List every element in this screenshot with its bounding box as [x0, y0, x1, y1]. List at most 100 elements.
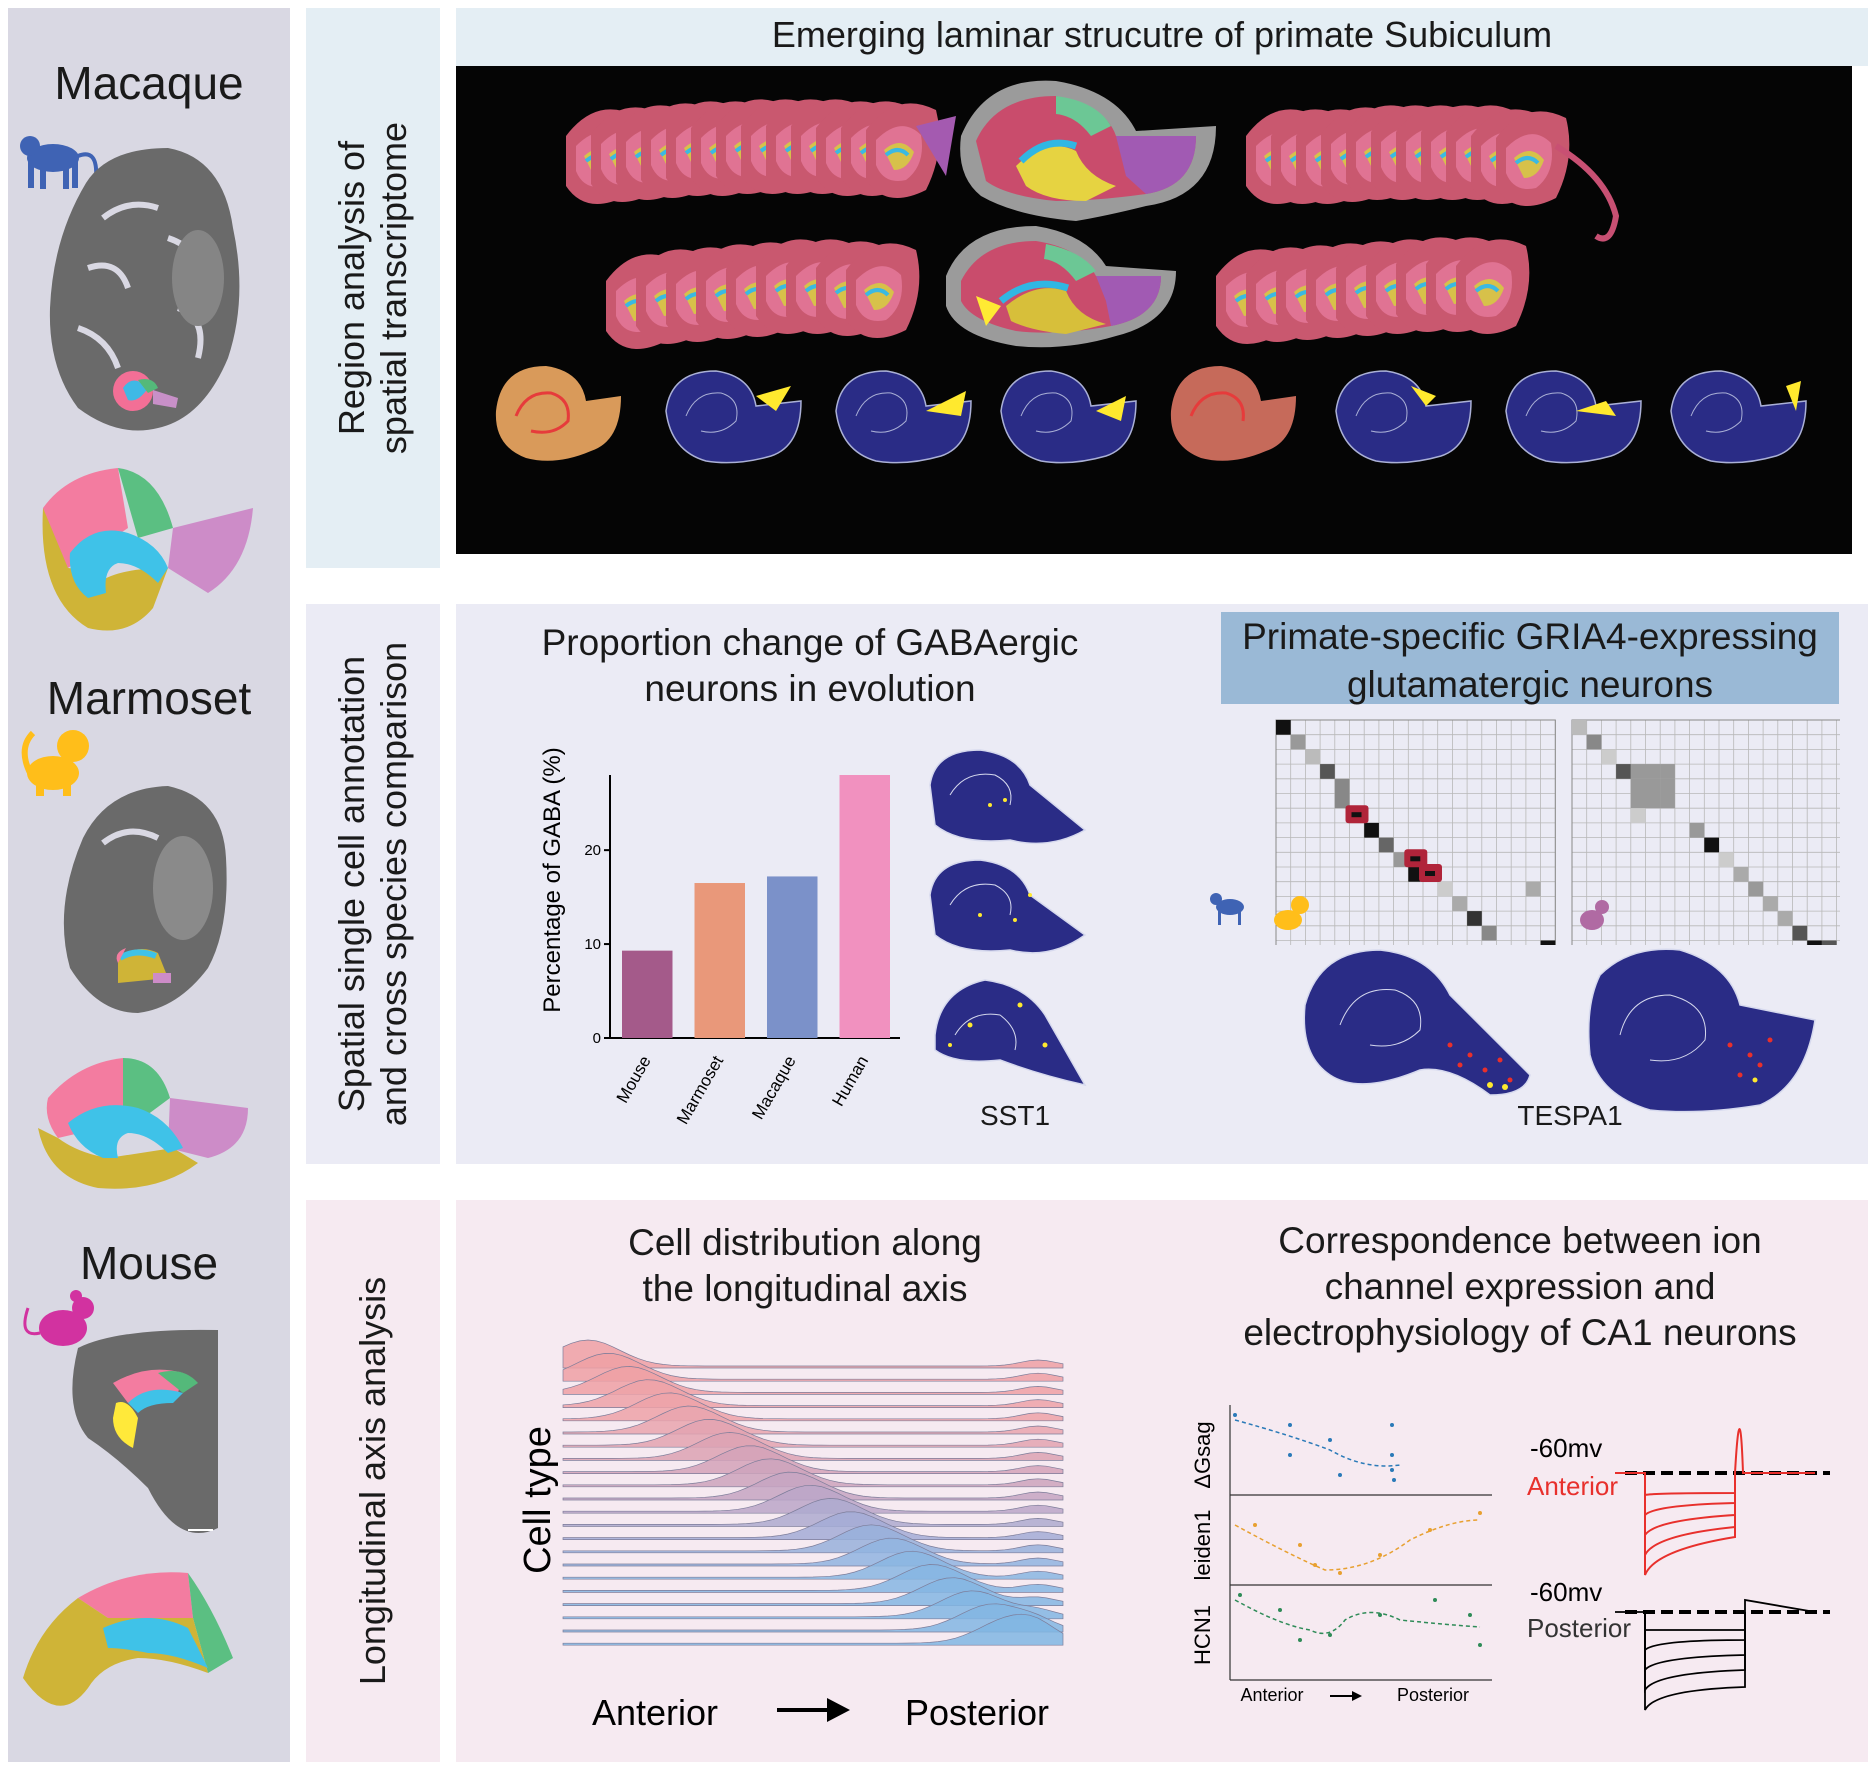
macaque-region-map	[42, 468, 253, 631]
species-label-macaque: Macaque	[54, 57, 244, 109]
heatmap-cell	[1630, 778, 1646, 794]
bar-mouse	[622, 950, 673, 1038]
heatmap-cell	[1616, 764, 1631, 779]
heatmap-cell	[1334, 793, 1350, 809]
ridge-cell-type	[562, 1498, 1064, 1527]
spatial-transcriptome-panel	[456, 66, 1852, 554]
scatter-anterior-label: Anterior	[1240, 1685, 1303, 1705]
ion-scatter-panels: ΔGsag leiden1 HCN1 Anterior Posterior	[1190, 1405, 1492, 1705]
macaque-brain-section	[49, 148, 240, 431]
ion-channel-title: Correspondence between ion channel expre…	[1243, 1220, 1797, 1353]
marmoset-small-icon	[1274, 896, 1309, 930]
marmoset-brain-section	[63, 786, 227, 1013]
ridge-series	[562, 1339, 1064, 1646]
sst1-label: SST1	[979, 1100, 1051, 1131]
slice-stack-mid-left	[604, 237, 922, 351]
center-section-top	[960, 80, 1216, 221]
heatmap-cell	[1748, 881, 1764, 897]
heatmap-cell	[1540, 940, 1556, 945]
heatmap-cell	[1452, 896, 1468, 912]
scatter-label-hcn1: HCN1	[1190, 1605, 1215, 1665]
mouse-region-map	[23, 1572, 233, 1706]
ridge-cell-type	[562, 1445, 1064, 1474]
row3-side-panel: Longitudinal axis analysis	[306, 1200, 440, 1762]
ridge-ylabel: Cell type	[517, 1426, 559, 1574]
trace-bottom-mv: -60mv	[1530, 1577, 1602, 1607]
heatmap-cell	[1630, 793, 1646, 809]
ridge-plot: Cell type Anterior Posterior	[517, 1339, 1064, 1733]
tespa1-sections	[1303, 948, 1816, 1113]
species-label-mouse: Mouse	[79, 1237, 219, 1289]
scatter-label-leiden1: leiden1	[1190, 1510, 1215, 1581]
species-illustrations	[20, 136, 253, 1706]
heatmap-cell	[1481, 925, 1497, 941]
ridge-cell-type	[562, 1484, 1064, 1514]
trace-top-label: Anterior	[1527, 1471, 1618, 1501]
ephys-traces: -60mv Anterior -60mv Posterior	[1527, 1428, 1830, 1711]
heatmap-cell	[1704, 837, 1719, 853]
slice-stack-top-left	[564, 97, 956, 206]
xtick-label-mouse: Mouse	[613, 1053, 655, 1107]
gria4-title-line1: Primate-specific GRIA4-expressing	[1242, 616, 1818, 657]
heatmap-cell	[1777, 911, 1793, 926]
mouse-small-icon	[1580, 900, 1609, 930]
xtick-label-human: Human	[828, 1053, 872, 1110]
heatmap-cell	[1719, 852, 1734, 867]
heatmap-cell	[1601, 749, 1617, 765]
heatmap-macaque-marmoset	[1275, 719, 1556, 945]
row1-side-label: Region analysis of spatial transcriptome	[331, 121, 414, 455]
heatmap-cell	[1334, 778, 1350, 794]
heatmap-cell	[1792, 925, 1808, 941]
center-section-mid	[946, 226, 1176, 348]
row3-content-panel	[456, 1200, 1868, 1762]
ytick-label: 20	[584, 842, 601, 859]
macaque-icon	[20, 136, 99, 189]
trace-bottom-label: Posterior	[1527, 1613, 1631, 1643]
ytick-label: 10	[584, 936, 601, 953]
xtick-label-macaque: Macaque	[748, 1053, 799, 1123]
species-sidebar: Macaque Marmoset Mouse	[8, 8, 290, 1762]
row3-side-label: Longitudinal axis analysis	[352, 1276, 393, 1686]
tespa1-label: TESPA1	[1517, 1100, 1623, 1131]
slice-stack-mid-right	[1214, 235, 1532, 346]
slice-stack-top-right	[1244, 103, 1620, 242]
heatmap-cell	[1689, 822, 1705, 838]
ridge-anterior-label: Anterior	[592, 1692, 718, 1733]
heatmap-cell	[1645, 764, 1661, 779]
mouse-icon	[23, 1290, 94, 1346]
heatmap-cell	[1572, 720, 1587, 735]
ridge-cell-type	[562, 1511, 1064, 1540]
heatmap-cell	[1525, 881, 1541, 897]
gaba-ylabel: Percentage of GABA (%)	[539, 747, 566, 1012]
row1-title: Emerging laminar strucutre of primate Su…	[771, 14, 1553, 55]
mouse-brain-section	[72, 1329, 218, 1533]
row2-side-label: Spatial single cell annotation and cross…	[331, 641, 414, 1127]
heatmap-cell	[1807, 940, 1822, 945]
scatter-arrow-icon	[1352, 1691, 1362, 1701]
spatial-sections-art	[495, 80, 1807, 464]
heatmap-cell	[1586, 734, 1602, 750]
gaba-bar-chart: Percentage of GABA (%) 0 10 20 Mouse Marmos…	[539, 747, 900, 1127]
heatmap-cell	[1660, 764, 1675, 779]
scatter-label-dgsag: ΔGsag	[1190, 1421, 1215, 1488]
marmoset-icon	[21, 730, 89, 796]
sst1-sections	[929, 749, 1087, 1087]
gaba-bars	[622, 775, 890, 1038]
row1-side-panel: Region analysis of spatial transcriptome	[306, 8, 440, 568]
heatmap-cell	[1660, 778, 1675, 794]
heatmap-cell	[1467, 911, 1482, 926]
bar-human	[839, 775, 890, 1038]
macaque-small-icon	[1210, 893, 1244, 925]
gaba-ticks: 0 10 20	[584, 842, 610, 1047]
ridge-cell-type	[562, 1577, 1064, 1606]
marmoset-region-map	[38, 1058, 248, 1189]
heatmap-cell	[1645, 778, 1661, 794]
ytick-label: 0	[593, 1030, 601, 1047]
xtick-label-marmoset: Marmoset	[673, 1052, 727, 1127]
ridge-cell-type	[562, 1603, 1064, 1633]
bar-marmoset	[694, 883, 745, 1038]
ridge-cell-type	[562, 1432, 1064, 1461]
heatmap-cell	[1645, 793, 1661, 809]
bar-macaque	[767, 876, 818, 1038]
ridge-title: Cell distribution along the longitudinal…	[628, 1222, 982, 1309]
